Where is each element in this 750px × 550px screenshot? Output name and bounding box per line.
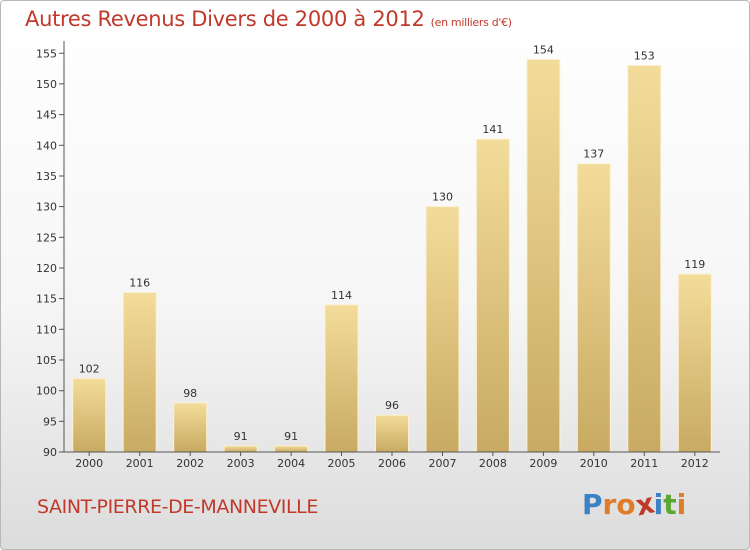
axis-group: [59, 41, 720, 456]
x-tick-label-2003: 2003: [227, 457, 255, 470]
data-label-2009: 154: [533, 43, 554, 56]
chart-title-text: Autres Revenus Divers de 2000 à 2012: [25, 7, 425, 31]
data-label-2004: 91: [284, 430, 298, 443]
bar-2011: [627, 65, 662, 453]
bar-2000: [72, 377, 107, 453]
labels-group: 102 2000 116 2001 98 2002 91 2003 91 2004 114 2005 9…: [36, 43, 709, 470]
data-label-2003: 91: [234, 430, 248, 443]
y-tick-label-125: 125: [36, 231, 57, 244]
y-tick-label-100: 100: [36, 385, 57, 398]
bar-2004: [274, 445, 309, 453]
bar-2006: [375, 414, 409, 453]
x-tick-label-2009: 2009: [529, 457, 557, 470]
bar-2007: [425, 206, 460, 453]
x-tick-label-2005: 2005: [328, 457, 356, 470]
x-tick-label-2002: 2002: [176, 457, 204, 470]
y-tick-label-105: 105: [36, 354, 57, 367]
data-label-2012: 119: [684, 258, 705, 271]
bar-2002: [173, 402, 208, 453]
data-label-2007: 130: [432, 191, 453, 204]
bar-2003: [223, 445, 258, 453]
data-label-2002: 98: [183, 387, 197, 400]
y-tick-label-155: 155: [36, 47, 57, 60]
y-tick-label-90: 90: [43, 446, 57, 459]
x-tick-label-2011: 2011: [630, 457, 658, 470]
bar-2012: [677, 273, 712, 453]
y-tick-label-150: 150: [36, 78, 57, 91]
logo-letter: r: [602, 488, 617, 521]
bars-group: [72, 58, 712, 453]
data-label-2001: 116: [129, 277, 150, 290]
y-tick-label-130: 130: [36, 201, 57, 214]
logo-letter: i: [676, 488, 687, 521]
x-tick-label-2000: 2000: [75, 457, 103, 470]
data-label-2005: 114: [331, 289, 352, 302]
bar-2009: [526, 58, 561, 453]
bar-2008: [475, 138, 510, 453]
x-tick-label-2006: 2006: [378, 457, 406, 470]
place-name: SAINT-PIERRE-DE-MANNEVILLE: [37, 496, 318, 518]
data-label-2011: 153: [634, 50, 655, 63]
y-tick-label-120: 120: [36, 262, 57, 275]
logo-letter: P: [582, 488, 603, 521]
bar-2001: [122, 292, 157, 453]
x-tick-label-2010: 2010: [580, 457, 608, 470]
proxiti-logo: Proxiti: [582, 486, 687, 522]
y-tick-label-145: 145: [36, 109, 57, 122]
bar-2005: [324, 304, 359, 453]
data-label-2008: 141: [482, 123, 503, 136]
x-tick-label-2008: 2008: [479, 457, 507, 470]
x-tick-label-2007: 2007: [429, 457, 457, 470]
data-label-2010: 137: [583, 148, 604, 161]
y-tick-label-115: 115: [36, 293, 57, 306]
y-tick-label-140: 140: [36, 139, 57, 152]
data-label-2006: 96: [385, 399, 399, 412]
logo-letter: o: [616, 488, 636, 521]
data-label-2000: 102: [79, 362, 100, 375]
bar-2010: [576, 163, 611, 453]
y-tick-label-95: 95: [43, 415, 57, 428]
chart-title: Autres Revenus Divers de 2000 à 2012 (en …: [25, 7, 512, 31]
x-tick-label-2001: 2001: [126, 457, 154, 470]
logo-letter: t: [663, 488, 677, 521]
x-tick-label-2004: 2004: [277, 457, 305, 470]
chart-subtitle: (en milliers d'€): [430, 16, 512, 29]
y-tick-label-135: 135: [36, 170, 57, 183]
x-tick-label-2012: 2012: [681, 457, 709, 470]
logo-letter: i: [653, 488, 664, 521]
y-tick-label-110: 110: [36, 323, 57, 336]
